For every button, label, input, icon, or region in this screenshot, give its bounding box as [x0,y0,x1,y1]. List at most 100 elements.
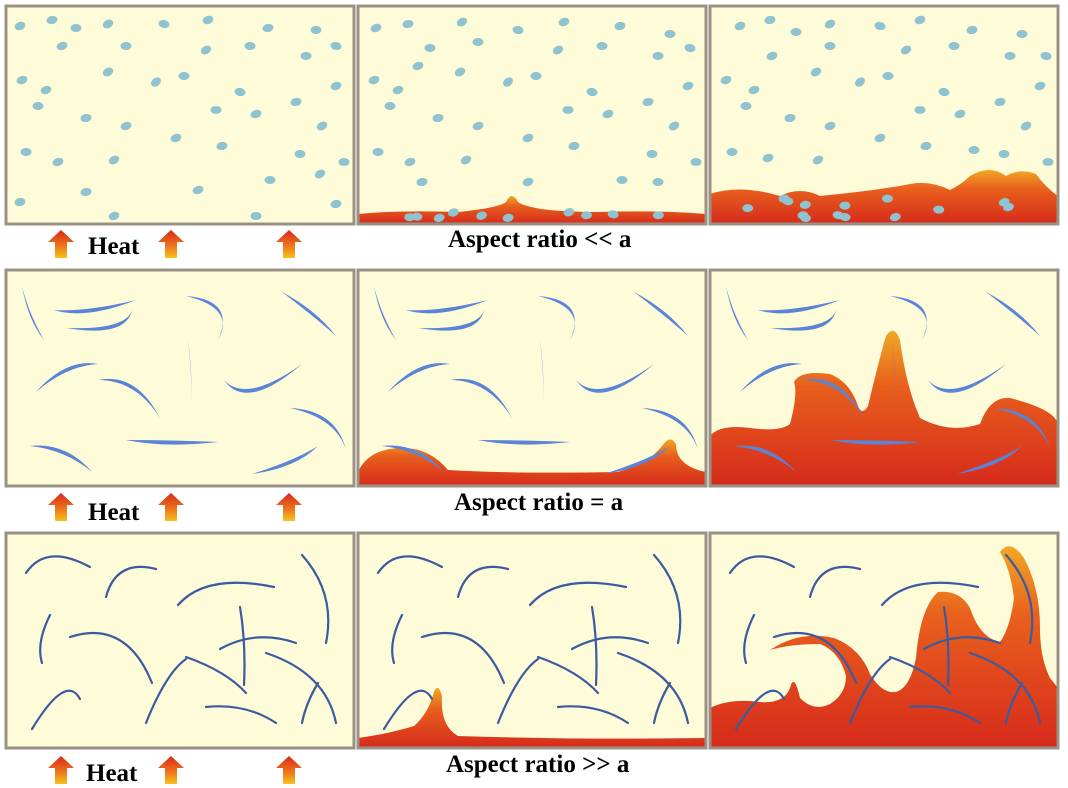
filler-fiber [728,555,796,575]
filler-flake [802,378,864,418]
filler-fiber [652,553,682,645]
filler-particle [616,176,628,184]
filler-fiber [616,651,690,725]
filler-particle [920,141,932,151]
filler-particle [338,158,350,166]
filler-particle [596,42,608,50]
filler-particle [290,97,302,107]
filler-particle-embedded [476,211,487,220]
panel-row2-stage1 [4,268,356,488]
filler-particle [740,102,752,110]
filler-flake [186,296,223,340]
filler-particle [170,133,182,143]
filler-fiber [300,681,320,725]
panel-frame [4,4,356,226]
filler-particle-embedded [799,200,811,209]
heat-label-row-3: Heat [86,760,138,787]
filler-particle [52,157,64,167]
filler-particle [46,15,58,25]
panel-frame [356,4,708,226]
filler-particle [264,176,276,184]
caption-row-3: Aspect ratio >> a [446,751,630,778]
filler-particle [316,121,328,131]
filler-fiber [1004,553,1034,645]
filler-particle [748,85,760,95]
filler-particle [1004,52,1016,60]
filler-particle [1042,158,1054,166]
filler-fiber [734,689,786,731]
panel-row3-stage2 [356,531,708,750]
filler-particle [192,185,204,195]
filler-particle [966,25,978,35]
filler-particle [120,121,132,131]
filler-particle [726,148,738,156]
filler-particle [416,177,428,187]
filler-fiber [184,655,248,695]
filler-particle [370,23,382,33]
filler-flake [382,445,444,472]
filler-particle-embedded [797,211,809,220]
filler-particle-embedded [933,205,945,214]
filler-fiber [496,657,540,725]
filler-particle-embedded [782,197,794,206]
filler-particle [503,77,513,87]
caption-row-2: Aspect ratio = a [454,489,624,516]
filler-particle [766,51,778,61]
filler-particle [855,77,865,87]
filler-flake [126,440,218,445]
filler-flake [734,445,796,472]
polymer-melt [359,687,705,747]
filler-particle [330,199,342,209]
filler-particle [954,109,966,119]
filler-particle [454,67,466,77]
filler-particle [456,17,468,27]
filler-particle [558,17,570,27]
filler-particle [216,141,228,151]
heat-arrow-icon [276,493,302,521]
filler-particle [102,19,114,29]
filler-fiber [104,565,158,599]
filler-particle [762,153,774,163]
filler-particle [642,97,654,107]
filler-particle [1040,51,1052,61]
filler-fiber [39,613,52,665]
filler-flake [224,364,302,393]
filler-fiber [144,657,188,725]
filler-particle [294,150,306,158]
filler-particle [372,148,384,156]
panel-row1-stage3 [708,4,1060,226]
filler-particle [472,38,484,46]
polymer-melt [711,330,1057,485]
filler-particle [664,30,676,38]
filler-particle [690,158,702,166]
filler-flake [576,364,654,393]
filler-fiber [743,613,756,665]
panels-layer [4,4,1060,750]
filler-particle [998,150,1010,158]
filler-particle [522,133,534,143]
filler-particle [1016,30,1028,38]
filler-particle [120,42,132,50]
filler-particle [522,177,534,187]
filler-particle-embedded [998,198,1010,207]
filler-particle [16,75,28,85]
filler-particle [1020,121,1032,131]
filler-flake [406,300,488,314]
filler-flake [642,408,698,450]
filler-particle [562,106,574,114]
filler-particle [392,85,404,95]
filler-fiber [908,705,982,725]
filler-particle [200,45,212,55]
filler-particle-embedded [652,211,664,220]
filler-flake [538,296,575,340]
filler-particle [810,67,822,77]
filler-fiber [30,689,82,731]
filler-fiber [238,605,246,687]
filler-fiber [968,651,1042,725]
filler-particle [586,87,598,97]
filler-particle [684,43,696,53]
filler-particle [938,87,950,97]
filler-particle [80,187,92,197]
filler-particle-embedded [881,194,893,203]
